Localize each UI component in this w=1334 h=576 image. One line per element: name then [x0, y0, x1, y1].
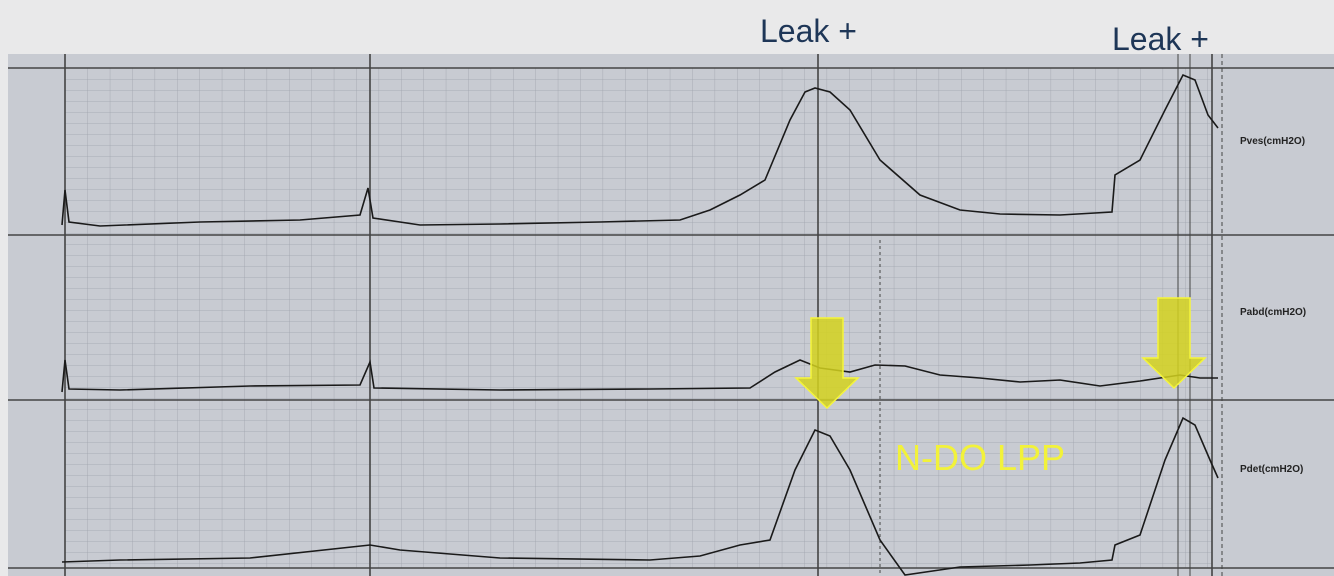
- leak-label: Leak +: [760, 13, 857, 49]
- trace-paper: [8, 54, 1334, 576]
- leak-label: Leak +: [1112, 21, 1209, 57]
- channel-label: Pdet(cmH2O): [1240, 464, 1303, 475]
- finding-label: N-DO LPP: [895, 437, 1065, 478]
- channel-label: Pabd(cmH2O): [1240, 307, 1306, 318]
- channel-label: Pves(cmH2O): [1240, 136, 1305, 147]
- slide: Leak + Leak + N-DO LPP Pves(cmH2O) Pabd(…: [0, 0, 1334, 576]
